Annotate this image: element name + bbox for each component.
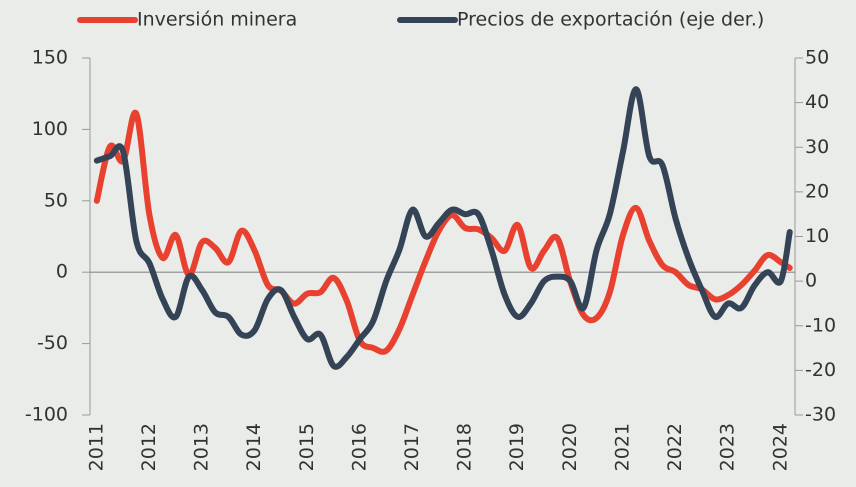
- y-tick-label: 100: [32, 118, 68, 140]
- x-tick-label: 2015: [296, 423, 318, 471]
- x-tick-label: 2019: [506, 423, 528, 471]
- series-line: [93, 109, 793, 355]
- y-tick-label: 0: [56, 261, 68, 283]
- legend-label: Precios de exportación (eje der.): [457, 9, 764, 31]
- y-tick-label: -50: [37, 332, 68, 354]
- series-line: [93, 86, 793, 370]
- y2-tick-label: -10: [805, 314, 836, 336]
- legend-label: Inversión minera: [137, 9, 297, 31]
- y2-tick-label: 0: [805, 270, 817, 292]
- x-tick-label: 2014: [243, 423, 265, 471]
- x-tick-label: 2013: [191, 423, 213, 471]
- y2-tick-label: 50: [805, 47, 829, 69]
- y2-tick-label: 20: [805, 180, 829, 202]
- y2-tick-label: 40: [805, 91, 829, 113]
- y-tick-label: 150: [32, 47, 68, 69]
- y2-tick-label: 30: [805, 136, 829, 158]
- y2-tick-label: -30: [805, 404, 836, 426]
- x-tick-label: 2020: [559, 423, 581, 471]
- y2-tick-label: -20: [805, 359, 836, 381]
- x-tick-label: 2024: [769, 423, 791, 471]
- x-tick-label: 2021: [611, 423, 633, 471]
- x-tick-label: 2018: [454, 423, 476, 471]
- y2-tick-label: 10: [805, 225, 829, 247]
- x-tick-label: 2023: [717, 423, 739, 471]
- x-tick-label: 2016: [348, 423, 370, 471]
- x-tick-label: 2022: [664, 423, 686, 471]
- x-tick-label: 2017: [401, 423, 423, 471]
- x-tick-label: 2011: [85, 423, 107, 471]
- y-tick-label: 50: [44, 189, 68, 211]
- x-tick-label: 2012: [138, 423, 160, 471]
- y-tick-label: -100: [25, 404, 68, 426]
